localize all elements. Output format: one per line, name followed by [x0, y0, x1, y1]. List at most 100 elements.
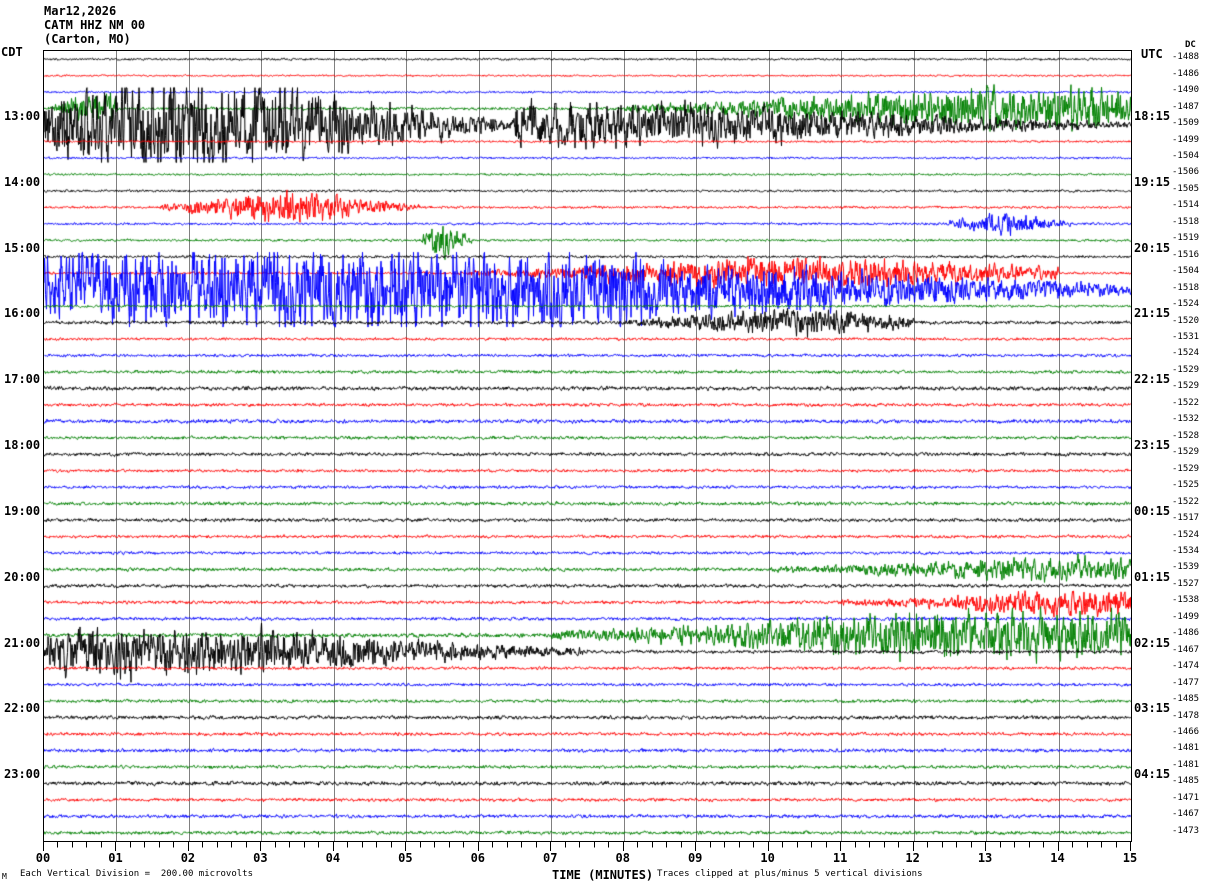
dc-offset-label: -1490 — [1172, 85, 1200, 96]
dc-offset-label: -1524 — [1172, 529, 1200, 540]
cdt-hour-label: 22:00 — [4, 701, 41, 716]
x-tick-label: 02 — [180, 851, 196, 865]
cdt-hour-label: 21:00 — [4, 635, 41, 650]
dc-offset-label: -1504 — [1172, 150, 1200, 161]
dc-offset-label: -1531 — [1172, 332, 1200, 343]
x-tick-label: 12 — [905, 851, 920, 865]
cdt-hour-label: 16:00 — [4, 306, 41, 321]
dc-offset-label: -1485 — [1172, 694, 1200, 705]
utc-hour-label: 00:15 — [1134, 503, 1171, 518]
dc-offset-label: -1529 — [1172, 364, 1200, 375]
utc-hour-label: 23:15 — [1134, 438, 1171, 452]
x-axis-title: TIME (MINUTES) — [552, 868, 654, 882]
dc-offset-label: -1516 — [1172, 249, 1200, 260]
cdt-hour-label: 14:00 — [4, 174, 41, 189]
clipping-note: Traces clipped at plus/minus 5 vertical … — [657, 869, 923, 879]
utc-axis-label: UTC — [1141, 47, 1163, 61]
x-tick-label: 00 — [35, 851, 51, 865]
cdt-hour-label: 23:00 — [4, 767, 41, 782]
dc-offset-label: -1471 — [1172, 792, 1200, 803]
dc-offset-label: -1485 — [1172, 776, 1200, 787]
dc-offset-label: -1499 — [1172, 134, 1200, 145]
dc-offset-label: -1506 — [1172, 167, 1200, 178]
helicorder-plot[interactable] — [43, 50, 1132, 842]
dc-offset-label: -1518 — [1172, 216, 1200, 227]
dc-offset-label: -1529 — [1172, 463, 1200, 474]
header-date: Mar12,2026 — [44, 4, 117, 18]
dc-offset-label: -1466 — [1172, 727, 1200, 738]
dc-offset-label: -1534 — [1172, 545, 1200, 556]
utc-hour-label: 20:15 — [1134, 240, 1171, 255]
dc-offset-label: -1488 — [1172, 52, 1200, 63]
dc-offset-label: -1467 — [1172, 809, 1200, 820]
utc-hour-label: 04:15 — [1134, 767, 1171, 782]
x-tick-label: 14 — [1050, 851, 1065, 865]
cdt-hour-label: 18:00 — [4, 438, 41, 452]
x-tick-label: 07 — [543, 851, 558, 865]
dc-offset-label: -1473 — [1172, 825, 1200, 836]
dc-offset-label: -1524 — [1172, 299, 1200, 310]
utc-hour-label: 18:15 — [1134, 108, 1171, 123]
x-tick-label: 11 — [832, 851, 848, 865]
cdt-hour-label: 13:00 — [4, 108, 41, 123]
dc-offset-label: -1487 — [1172, 101, 1200, 112]
x-tick-label: 10 — [760, 851, 775, 865]
dc-offset-label: -1481 — [1172, 743, 1200, 754]
dc-offset-label: -1529 — [1172, 447, 1200, 458]
dc-offset-label: -1499 — [1172, 611, 1200, 622]
dc-offset-label: -1532 — [1172, 414, 1200, 425]
x-tick-label: 05 — [398, 851, 413, 865]
utc-hour-label: 01:15 — [1134, 569, 1171, 584]
utc-hour-label: 22:15 — [1134, 372, 1171, 387]
corner-mark: M — [2, 872, 7, 881]
dc-offset-label: -1529 — [1172, 381, 1200, 392]
x-tick-label: 01 — [108, 851, 123, 865]
x-axis-ticks — [43, 841, 1131, 851]
utc-hour-label: 21:15 — [1134, 306, 1171, 321]
dc-offset-label: -1504 — [1172, 266, 1200, 277]
cdt-hour-label: 19:00 — [4, 503, 41, 518]
x-tick-label: 13 — [977, 851, 993, 865]
header-station: CATM HHZ NM 00 — [44, 18, 146, 32]
dc-offset-label: -1519 — [1172, 233, 1200, 244]
x-tick-label: 08 — [615, 851, 630, 865]
dc-offset-label: -1486 — [1172, 628, 1200, 639]
dc-offset-label: -1514 — [1172, 200, 1200, 211]
seismogram-traces — [44, 51, 1131, 841]
x-tick-label: 04 — [325, 851, 341, 865]
cdt-axis-label: CDT — [1, 45, 23, 59]
x-tick-label: 03 — [253, 851, 268, 865]
dc-offset-label: -1481 — [1172, 759, 1200, 770]
dc-offset-label: -1478 — [1172, 710, 1200, 721]
x-tick-label: 06 — [470, 851, 486, 865]
dc-offset-label: -1528 — [1172, 430, 1200, 441]
utc-hour-label: 03:15 — [1134, 701, 1171, 716]
plot-header: Mar12,2026 CATM HHZ NM 00 (Carton, MO) — [44, 4, 145, 46]
cdt-hour-label: 15:00 — [4, 240, 41, 255]
dc-offset-label: -1522 — [1172, 397, 1200, 408]
utc-hour-label: 19:15 — [1134, 174, 1171, 189]
dc-offset-label: -1505 — [1172, 183, 1200, 194]
dc-offset-label: -1527 — [1172, 578, 1200, 589]
dc-offset-label: -1517 — [1172, 513, 1200, 524]
dc-offset-label: -1522 — [1172, 496, 1200, 507]
dc-offset-label: -1467 — [1172, 644, 1200, 655]
dc-offset-label: -1538 — [1172, 595, 1200, 606]
utc-hour-label: 02:15 — [1134, 635, 1171, 650]
dc-offset-label: -1520 — [1172, 315, 1200, 326]
dc-offset-label: -1477 — [1172, 677, 1200, 688]
cdt-hour-label: 20:00 — [4, 569, 41, 584]
dc-offset-label: -1486 — [1172, 68, 1200, 79]
dc-offset-label: -1525 — [1172, 480, 1200, 491]
x-tick-label: 09 — [687, 851, 703, 865]
dc-offset-label: -1539 — [1172, 562, 1200, 573]
dc-offset-label: -1509 — [1172, 118, 1200, 129]
dc-axis-label: DC — [1185, 40, 1196, 50]
header-location: (Carton, MO) — [44, 32, 131, 46]
dc-offset-label: -1524 — [1172, 348, 1200, 359]
vertical-scale-note: Each Vertical Division = 200.00 microvol… — [20, 869, 253, 879]
x-tick-label: 15 — [1122, 851, 1138, 865]
dc-offset-label: -1474 — [1172, 661, 1200, 672]
cdt-hour-label: 17:00 — [4, 372, 41, 387]
dc-offset-label: -1518 — [1172, 282, 1200, 293]
